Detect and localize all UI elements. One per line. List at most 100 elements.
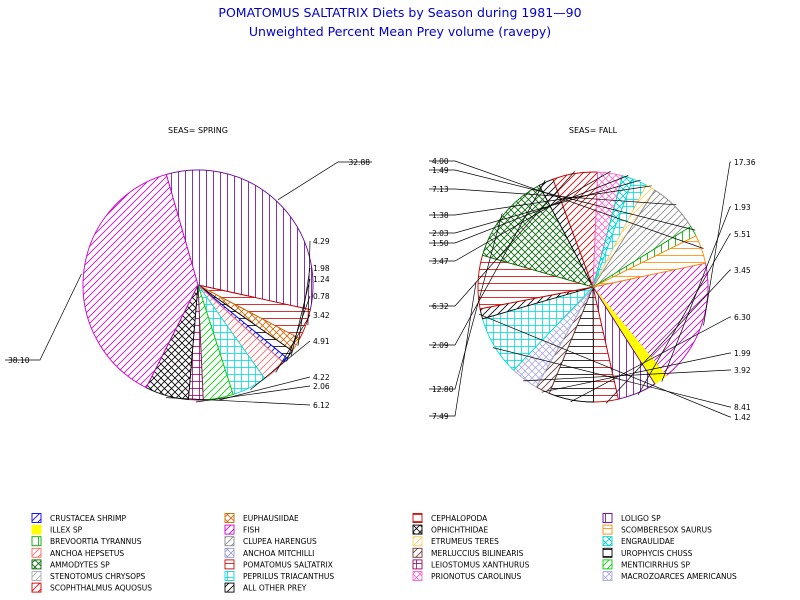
chart-subtitle: Unweighted Percent Mean Prey volume (rav…	[249, 24, 551, 39]
legend-swatch	[31, 513, 42, 523]
legend-swatch	[224, 559, 235, 570]
legend-label: EUPHAUSIIDAE	[243, 514, 299, 523]
leader-line	[429, 169, 696, 231]
legend-label: MERLUCCIUS BILINEARIS	[431, 549, 524, 558]
legend-item: AMMODYTES SP	[31, 559, 110, 569]
slice-value-label: 3.45	[734, 266, 751, 275]
slice-value-label: 7.13	[432, 185, 449, 194]
leader-line	[429, 213, 503, 390]
legend-swatch	[224, 582, 235, 593]
pie-seas-spring: SEAS= SPRING 32.88 4.29 1.98 1.24 0.78 3.42 4.9…	[5, 126, 372, 410]
legend-item: FISH	[224, 524, 260, 535]
legend-item: PRIONOTUS CAROLINUS	[412, 571, 522, 581]
legend-swatch	[412, 547, 423, 558]
slice-value-label: 4.29	[313, 237, 330, 246]
chart-title: POMATOMUS SALTATRIX Diets by Season duri…	[218, 5, 581, 20]
pie-slice-scomberesox-saurus	[592, 235, 707, 288]
leader-line	[479, 313, 731, 418]
pie-slice-fish	[82, 173, 199, 389]
leader-line	[523, 369, 731, 382]
slice-value-label: 5.51	[734, 230, 751, 239]
legend-label: CEPHALOPODA	[431, 514, 488, 523]
slice-value-label: 1.49	[432, 166, 449, 175]
leader-line	[166, 397, 311, 406]
legend-label: MACROZOARCES AMERICANUS	[621, 572, 737, 581]
legend-label: ETRUMEUS TERES	[431, 537, 499, 546]
leader-line	[218, 376, 311, 401]
legend-label: PRIONOTUS CAROLINUS	[431, 572, 522, 581]
legend-swatch	[224, 536, 235, 547]
leader-line	[297, 267, 311, 346]
legend-swatch	[412, 559, 423, 570]
leader-line	[492, 347, 731, 408]
legend-label: ANCHOA HEPSETUS	[50, 549, 124, 558]
legend-item: LOLIGO SP	[602, 513, 661, 523]
legend-label: ENGRAULIDAE	[621, 537, 675, 546]
legend-item: CEPHALOPODA	[412, 513, 488, 523]
legend-swatch	[31, 547, 42, 558]
legend-swatch	[602, 513, 613, 523]
legend-swatch	[224, 571, 235, 581]
pies-group: SEAS= SPRING 32.88 4.29 1.98 1.24 0.78 3.42 4.9…	[5, 126, 756, 422]
pie-heading: SEAS= FALL	[569, 126, 618, 135]
slice-value-label: 1.42	[734, 413, 751, 422]
legend-item: ALL OTHER PREY	[224, 582, 307, 593]
legend-swatch	[602, 571, 613, 581]
legend-label: BREVOORTIA TYRANNUS	[50, 537, 142, 546]
legend-label: AMMODYTES SP	[50, 560, 110, 569]
legend-item: SCOMBERESOX SAURUS	[602, 524, 712, 535]
legend-item: ANCHOA MITCHILLI	[224, 547, 314, 558]
pie-seas-fall: SEAS= FALL 17.36 1.93 5.51 3.45 6.30 1.99 3.92 8…	[429, 126, 756, 422]
legend-swatch	[31, 582, 42, 593]
leader-line	[429, 180, 546, 346]
legend-label: MENTICIRRHUS SP	[621, 560, 691, 569]
slice-value-label: 1.24	[313, 275, 330, 284]
legend-swatch	[224, 547, 235, 558]
slice-value-label: 1.38	[432, 211, 449, 220]
slice-value-label: 3.92	[734, 366, 751, 375]
legend-swatch	[412, 513, 423, 523]
legend-item: MACROZOARCES AMERICANUS	[602, 571, 737, 581]
legend-item: LEIOSTOMUS XANTHURUS	[412, 559, 530, 570]
legend-swatch	[602, 559, 613, 570]
slice-value-label: 3.47	[432, 257, 449, 266]
slice-value-label: 6.30	[734, 313, 751, 322]
slice-value-label: 4.91	[313, 337, 330, 346]
legend-label: ALL OTHER PREY	[243, 584, 307, 593]
slice-value-label: 1.93	[734, 203, 751, 212]
leader-line	[277, 161, 372, 200]
legend-item: STENOTOMUS CHRYSOPS	[31, 571, 146, 581]
legend-label: PEPRILUS TRIACANTHUS	[243, 572, 334, 581]
leader-line	[661, 206, 731, 382]
leader-line	[429, 185, 652, 216]
legend-swatch	[602, 536, 613, 547]
slice-value-label: 3.42	[313, 311, 330, 320]
slice-value-label: 17.36	[734, 158, 756, 167]
slice-value-label: 8.41	[734, 403, 751, 412]
legend-swatch	[224, 524, 235, 535]
leader-line	[605, 269, 731, 404]
slice-value-label: 0.78	[313, 292, 330, 301]
leader-line	[290, 278, 311, 356]
legend-item: CLUPEA HARENGUS	[224, 536, 317, 547]
slice-value-label: 6.32	[432, 302, 449, 311]
legend-item: OPHICHTHIDAE	[412, 524, 488, 535]
slice-value-label: 12.80	[432, 385, 454, 394]
slice-value-label: 2.03	[432, 229, 449, 238]
legend-item: ANCHOA HEPSETUS	[31, 547, 124, 558]
slice-value-label: 32.88	[349, 158, 371, 167]
legend-label: SCOPHTHALMUS AQUOSUS	[50, 584, 152, 593]
legend-label: ANCHOA MITCHILLI	[243, 549, 314, 558]
slice-value-label: 6.12	[313, 401, 330, 410]
legend-item: ILLEX SP	[31, 524, 83, 535]
leader-line	[541, 352, 731, 393]
leader-line	[637, 233, 731, 396]
leader-line	[703, 161, 731, 326]
legend-label: FISH	[243, 526, 260, 535]
legend-swatch	[602, 524, 613, 535]
legend-swatch	[412, 536, 423, 547]
pie-slice-ammodytes-sp	[481, 184, 594, 288]
pie-slice-fish	[592, 262, 709, 377]
legend-item: BREVOORTIA TYRANNUS	[31, 536, 142, 546]
legend-item: MERLUCCIUS BILINEARIS	[412, 547, 524, 558]
